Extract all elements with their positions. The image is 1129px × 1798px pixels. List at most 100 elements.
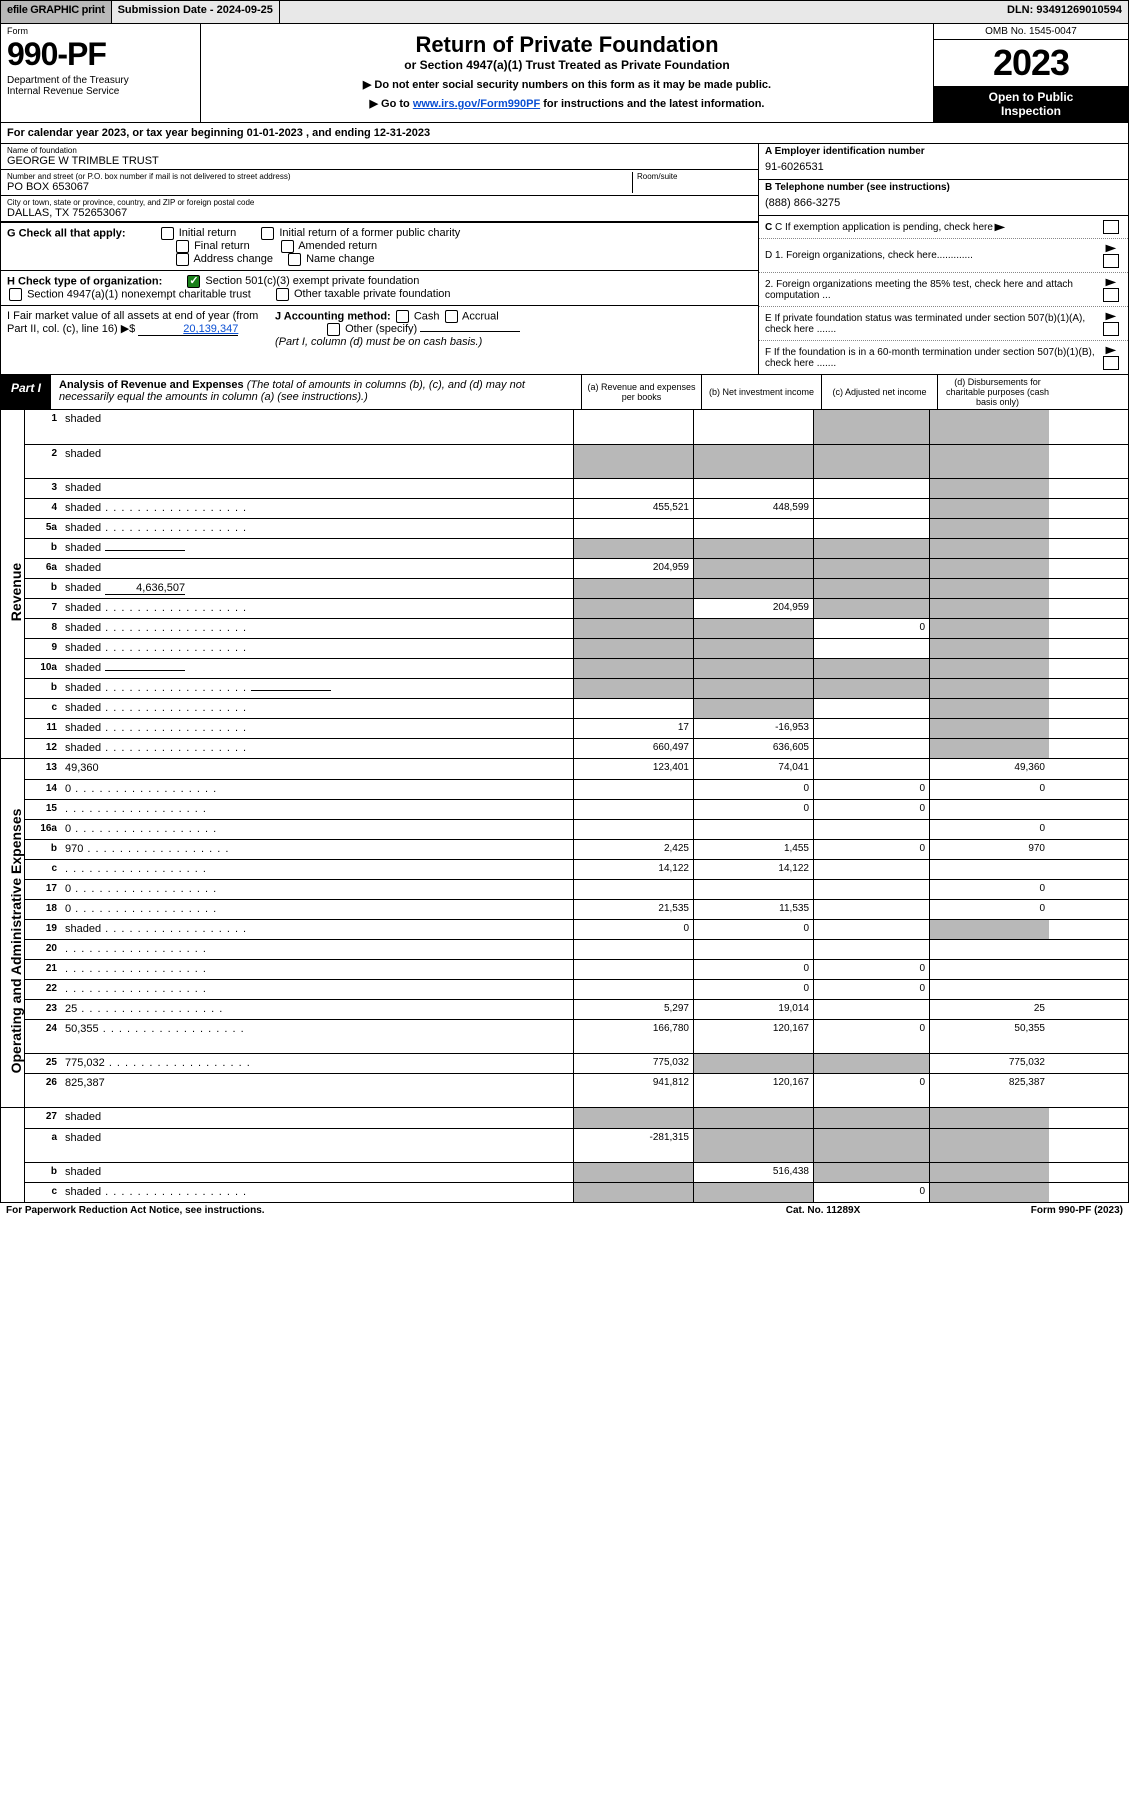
cell-col-b: 120,167 [693,1020,813,1053]
cell-col-b: 74,041 [693,759,813,779]
cell-col-b [693,639,813,658]
chk-d2[interactable] [1103,288,1119,302]
cell-col-d: 825,387 [929,1074,1049,1107]
irs-link[interactable]: www.irs.gov/Form990PF [413,98,540,110]
cell-col-c: 0 [813,980,929,999]
fmv-value[interactable]: 20,139,347 [138,323,238,336]
line-desc: shaded [63,1108,573,1128]
chk-final-return[interactable] [176,240,189,253]
line-desc: shaded4,636,507 [63,579,573,598]
cell-col-c [813,759,929,779]
ein-cell: A Employer identification number 91-6026… [759,144,1128,180]
cell-col-a [573,820,693,839]
inline-amount [105,550,185,551]
cell-col-a [573,519,693,538]
cell-col-b [693,679,813,698]
cell-col-c [813,1000,929,1019]
table-row: 11shaded17-16,953 [25,718,1128,738]
inline-amount [105,670,185,671]
cell-col-b: 0 [693,780,813,799]
cell-col-d: 49,360 [929,759,1049,779]
table-row: 25775,032775,032775,032 [25,1053,1128,1073]
efile-button[interactable]: efile GRAPHIC print [1,1,112,23]
line-number: 16a [25,820,63,839]
chk-amended[interactable] [281,240,294,253]
expense-table: Operating and Administrative Expenses 13… [0,759,1129,1108]
line-desc [63,800,573,819]
cell-col-b [693,880,813,899]
cell-col-b: 11,535 [693,900,813,919]
chk-cash[interactable] [396,310,409,323]
expense-text: Operating and Administrative Expenses [8,796,24,1086]
chk-f[interactable] [1103,356,1119,370]
chk-d1[interactable] [1103,254,1119,268]
expense-rows: 1349,360123,40174,04149,360140000150016a… [25,759,1128,1107]
chk-c[interactable] [1103,220,1119,234]
cell-col-a: 5,297 [573,1000,693,1019]
line-number: 21 [25,960,63,979]
dept-treasury: Department of the Treasury [7,75,194,86]
e-row: E If private foundation status was termi… [759,307,1128,341]
cell-col-b [693,940,813,959]
cell-col-d: 25 [929,1000,1049,1019]
line-desc: shaded [63,539,573,558]
line-number: 7 [25,599,63,618]
cell-col-a [573,679,693,698]
line-desc: shaded [63,659,573,678]
chk-initial-return[interactable] [161,227,174,240]
cell-col-c [813,499,929,518]
city-label: City or town, state or province, country… [7,198,752,207]
net-rows: 27shadedashaded-281,315bshaded516,438csh… [25,1108,1128,1202]
chk-name-change[interactable] [288,253,301,266]
chk-other-acct[interactable] [327,323,340,336]
line-desc: 970 [63,840,573,859]
cell-col-a [573,599,693,618]
line-desc: 825,387 [63,1074,573,1107]
table-row: 1349,360123,40174,04149,360 [25,759,1128,779]
line-desc: 0 [63,820,573,839]
cell-col-b [693,1108,813,1128]
cell-col-c [813,860,929,879]
cell-col-a: 660,497 [573,739,693,758]
chk-accrual[interactable] [445,310,458,323]
line-number: 17 [25,880,63,899]
chk-other-taxable[interactable] [276,288,289,301]
chk-4947[interactable] [9,288,22,301]
ein-value: 91-6026531 [765,157,1122,177]
cell-col-a [573,699,693,718]
j-label: J Accounting method: [275,310,391,322]
col-b-head: (b) Net investment income [701,375,821,409]
chk-addr-change[interactable] [176,253,189,266]
cell-col-d [929,940,1049,959]
chk-e[interactable] [1103,322,1119,336]
line-desc: shaded [63,1129,573,1162]
form-id-block: Form 990-PF Department of the Treasury I… [1,24,201,122]
cell-col-a [573,410,693,444]
table-row: 8shaded0 [25,618,1128,638]
cell-col-a: 17 [573,719,693,738]
chk-initial-former[interactable] [261,227,274,240]
open-line2: Inspection [936,104,1126,118]
cell-col-c [813,719,929,738]
cell-col-d: 775,032 [929,1054,1049,1073]
c-row: C C If exemption application is pending,… [759,216,1128,239]
cell-col-b: 0 [693,800,813,819]
cell-col-c [813,820,929,839]
cell-col-c [813,1129,929,1162]
opt-final: Final return [194,240,250,252]
d2-row: 2. Foreign organizations meeting the 85%… [759,273,1128,307]
cell-col-d [929,1129,1049,1162]
chk-501c3[interactable] [187,275,200,288]
table-row: 140000 [25,779,1128,799]
city-value: DALLAS, TX 752653067 [7,207,752,219]
table-row: 1700 [25,879,1128,899]
line-desc: shaded [63,599,573,618]
line-number: c [25,860,63,879]
line-number: 20 [25,940,63,959]
note2-pre: ▶ Go to [370,98,413,110]
cell-col-c [813,1054,929,1073]
cell-col-d [929,920,1049,939]
tax-year: 2023 [934,40,1128,86]
cell-col-b [693,1054,813,1073]
table-row: 1500 [25,799,1128,819]
